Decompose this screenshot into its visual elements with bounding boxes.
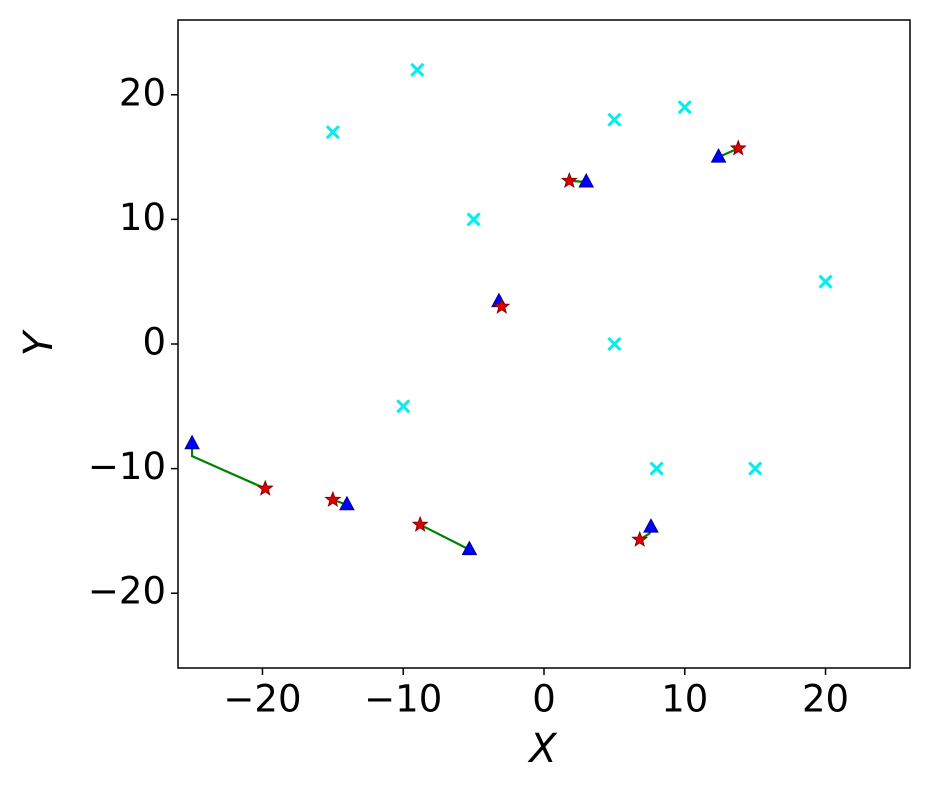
start-marker — [461, 540, 478, 556]
trajectory — [190, 443, 266, 490]
end-marker — [256, 479, 274, 496]
end-marker — [324, 490, 342, 507]
target-marker — [818, 274, 833, 289]
target-marker — [607, 336, 622, 352]
end-marker — [411, 515, 429, 532]
end-marker — [631, 530, 649, 547]
x-tick-label: 20 — [802, 678, 849, 721]
target-marker — [466, 212, 481, 227]
plot-frame — [177, 19, 911, 669]
target-marker — [748, 461, 763, 476]
y-tick-label: −20 — [88, 570, 166, 613]
y-tick-label: 20 — [119, 71, 166, 114]
target-marker — [677, 100, 692, 115]
trajectory — [419, 523, 470, 551]
target-marker — [325, 125, 340, 140]
target-marker — [410, 62, 425, 77]
target-marker — [607, 112, 622, 127]
end-marker — [560, 171, 578, 188]
start-marker — [710, 148, 727, 163]
x-axis-label: X — [527, 726, 558, 772]
y-tick-label: −10 — [88, 445, 166, 488]
target-marker — [396, 399, 411, 414]
start-marker — [339, 495, 355, 511]
start-marker — [643, 518, 659, 533]
end-marker — [493, 297, 511, 314]
y-axis-label: Y — [16, 328, 62, 356]
y-tick-label: 10 — [119, 196, 166, 239]
start-marker — [578, 172, 595, 188]
x-tick-label: −10 — [364, 678, 442, 721]
start-marker — [184, 434, 200, 450]
y-tick-label: 0 — [142, 321, 166, 364]
x-tick-label: 10 — [661, 678, 708, 721]
x-tick-label: −20 — [223, 678, 301, 721]
x-tick-label: 0 — [532, 678, 556, 721]
end-marker — [729, 139, 747, 156]
target-marker — [649, 461, 664, 476]
